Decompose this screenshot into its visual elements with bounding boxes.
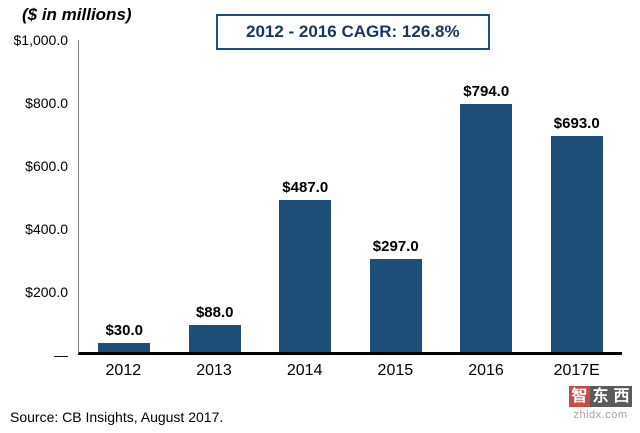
bar-column: $297.0 — [351, 40, 442, 352]
x-tick-label: 2015 — [377, 362, 414, 379]
y-tick-label: — — [54, 347, 68, 363]
bar-2012 — [98, 342, 151, 352]
watermark-char: 东 — [590, 386, 611, 407]
bar-column: $487.0 — [260, 40, 351, 352]
bar-value-label: $30.0 — [105, 321, 144, 339]
x-tick-label: 2013 — [196, 362, 232, 379]
y-axis-units-label: ($ in millions) — [22, 5, 132, 24]
bar-2015 — [369, 259, 422, 352]
bar-column: $88.0 — [170, 40, 261, 352]
watermark-domain: zhidx.com — [573, 409, 628, 421]
x-tick-label: 2016 — [468, 362, 504, 379]
chart-title-cagr-box: 2012 - 2016 CAGR: 126.8% — [216, 14, 490, 50]
x-tick-label: 2014 — [286, 362, 323, 379]
y-axis: $1,000.0 $800.0 $600.0 $400.0 $200.0 — — [0, 32, 72, 363]
bar-column: $794.0 — [441, 40, 532, 352]
watermark-char: 智 — [569, 386, 590, 407]
bars-area: $30.0 $88.0 $487.0 $297.0 $794.0 $693.0 — [79, 40, 622, 352]
watermark-logo: 智 东 西 zhidx.com — [569, 386, 632, 421]
bar-value-label: $88.0 — [195, 303, 234, 321]
bar-value-label: $487.0 — [282, 179, 329, 197]
source-note: Source: CB Insights, August 2017. — [10, 409, 224, 425]
y-tick-label: $400.0 — [25, 221, 68, 237]
bar-2016 — [460, 104, 513, 352]
bar-2013 — [188, 324, 241, 352]
plot-area: $30.0 $88.0 $487.0 $297.0 $794.0 $693.0 — [78, 40, 622, 355]
watermark-char: 西 — [611, 386, 632, 407]
y-tick-label: $600.0 — [25, 158, 68, 174]
y-tick-label: $200.0 — [25, 284, 68, 300]
bar-column: $693.0 — [532, 40, 623, 352]
y-tick-label: $800.0 — [25, 95, 68, 111]
y-tick-label: $1,000.0 — [13, 32, 69, 48]
bar-value-label: $794.0 — [463, 83, 510, 101]
bar-column: $30.0 — [79, 40, 170, 352]
bar-2014 — [279, 200, 332, 352]
bar-2017E — [550, 135, 603, 352]
x-axis-labels: 2012 2013 2014 2015 2016 2017E — [78, 362, 622, 380]
bar-value-label: $297.0 — [372, 238, 419, 256]
x-tick-label: 2012 — [105, 362, 142, 379]
bar-value-label: $693.0 — [553, 114, 600, 132]
x-tick-label: 2017E — [553, 362, 600, 379]
watermark-logo-chars: 智 东 西 — [569, 386, 632, 407]
